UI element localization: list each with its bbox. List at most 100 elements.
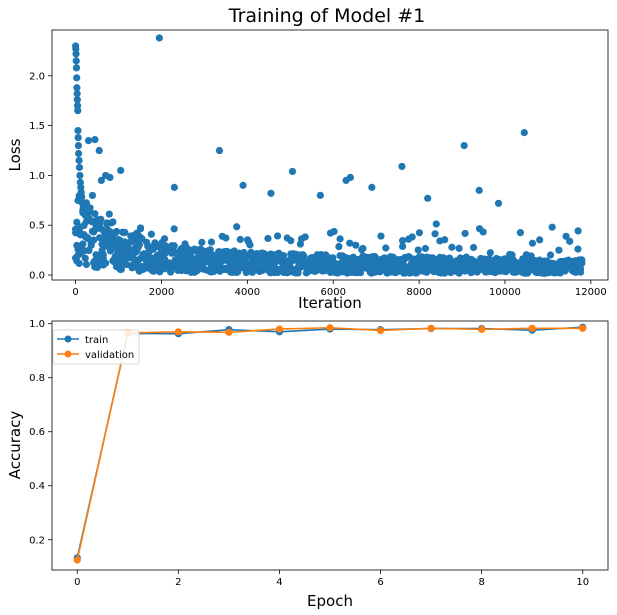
- loss-point: [117, 166, 125, 175]
- loss-point: [264, 234, 272, 243]
- loss-point: [432, 220, 440, 228]
- loss-point: [288, 167, 297, 176]
- loss-point: [300, 252, 308, 261]
- loss-point: [329, 254, 337, 262]
- series-line-validation: [76, 326, 583, 561]
- loss-point: [74, 133, 82, 142]
- x-tick-label: 6000: [320, 287, 345, 298]
- loss-point: [520, 128, 528, 137]
- loss-point: [222, 234, 230, 242]
- series-line-train: [76, 326, 583, 559]
- x-tick-label: 12000: [575, 287, 607, 298]
- loss-point: [566, 237, 574, 245]
- loss-point: [106, 173, 114, 182]
- loss-point: [287, 237, 295, 245]
- loss-point: [215, 146, 224, 155]
- loss-point: [576, 265, 585, 273]
- x-tick-label: 8: [478, 577, 484, 588]
- loss-point: [135, 241, 143, 249]
- loss-point: [72, 64, 81, 72]
- loss-point: [155, 34, 163, 42]
- loss-point: [399, 242, 407, 251]
- loss-y-axis-label: Loss: [6, 138, 24, 171]
- loss-point: [73, 84, 81, 92]
- loss-point: [267, 189, 275, 197]
- series-point-validation: [225, 328, 233, 336]
- loss-point: [91, 210, 99, 218]
- loss-point: [170, 183, 178, 191]
- loss-point: [81, 254, 89, 262]
- loss-point: [78, 193, 86, 201]
- loss-point: [562, 232, 570, 240]
- x-tick-label: 4000: [235, 287, 260, 298]
- loss-point: [239, 181, 247, 189]
- loss-point: [469, 243, 478, 252]
- loss-point: [516, 229, 525, 237]
- loss-point: [359, 244, 367, 253]
- y-tick-label: 0.5: [29, 221, 45, 232]
- loss-point: [301, 233, 309, 241]
- loss-point: [117, 265, 125, 274]
- x-tick-label: 4: [276, 577, 282, 588]
- loss-chart: Training of Model #1 0 2000 4000 6000 8000 10…: [6, 5, 609, 312]
- loss-point: [408, 233, 416, 241]
- loss-point: [76, 171, 84, 180]
- loss-point: [102, 259, 110, 267]
- loss-point: [86, 204, 94, 212]
- loss-point: [335, 242, 343, 251]
- loss-point: [95, 146, 103, 155]
- loss-point: [555, 246, 563, 254]
- loss-point: [84, 234, 92, 242]
- loss-point: [414, 246, 422, 254]
- loss-point: [105, 210, 113, 218]
- x-tick-label: 0: [74, 577, 80, 588]
- accuracy-x-axis-label: Epoch: [307, 592, 353, 610]
- loss-point: [138, 234, 146, 243]
- loss-point: [377, 232, 385, 240]
- y-tick-label: 0.2: [29, 535, 45, 546]
- loss-point: [136, 224, 145, 232]
- loss-point: [90, 236, 98, 244]
- loss-point: [352, 241, 360, 249]
- loss-point: [75, 259, 83, 268]
- loss-point: [578, 259, 586, 267]
- loss-point: [356, 269, 365, 277]
- y-tick-label: 0.4: [29, 481, 45, 492]
- series-point-validation: [174, 328, 182, 336]
- loss-point: [75, 163, 84, 172]
- loss-scatter-points: [72, 34, 586, 277]
- x-tick-label: 10: [576, 577, 589, 588]
- loss-point: [75, 149, 83, 158]
- loss-point: [72, 50, 80, 58]
- series-point-validation: [579, 324, 587, 332]
- loss-point: [546, 251, 555, 259]
- series-point-validation: [326, 324, 334, 332]
- loss-point: [398, 162, 406, 171]
- loss-point: [336, 235, 344, 243]
- loss-point: [431, 230, 439, 238]
- loss-point: [460, 141, 468, 150]
- loss-point: [74, 107, 82, 115]
- accuracy-plot-area: [51, 320, 609, 571]
- series-point-validation: [427, 324, 435, 332]
- loss-point: [441, 236, 449, 244]
- loss-point: [170, 242, 178, 250]
- loss-point: [233, 223, 241, 231]
- loss-point: [346, 173, 354, 182]
- loss-point: [88, 191, 97, 200]
- loss-point: [455, 244, 463, 252]
- series-point-validation: [528, 324, 536, 332]
- loss-point: [82, 260, 91, 269]
- loss-point: [316, 191, 324, 199]
- loss-point: [368, 183, 376, 191]
- loss-point: [121, 228, 129, 236]
- legend: train validation: [52, 329, 140, 365]
- loss-point: [279, 252, 288, 260]
- loss-point: [461, 229, 469, 238]
- loss-point: [494, 199, 503, 207]
- series-point-validation: [376, 326, 385, 335]
- y-tick-label: 0.0: [29, 271, 45, 282]
- loss-point: [246, 241, 254, 249]
- loss-point: [479, 228, 487, 236]
- y-tick-label: 0.6: [29, 427, 45, 438]
